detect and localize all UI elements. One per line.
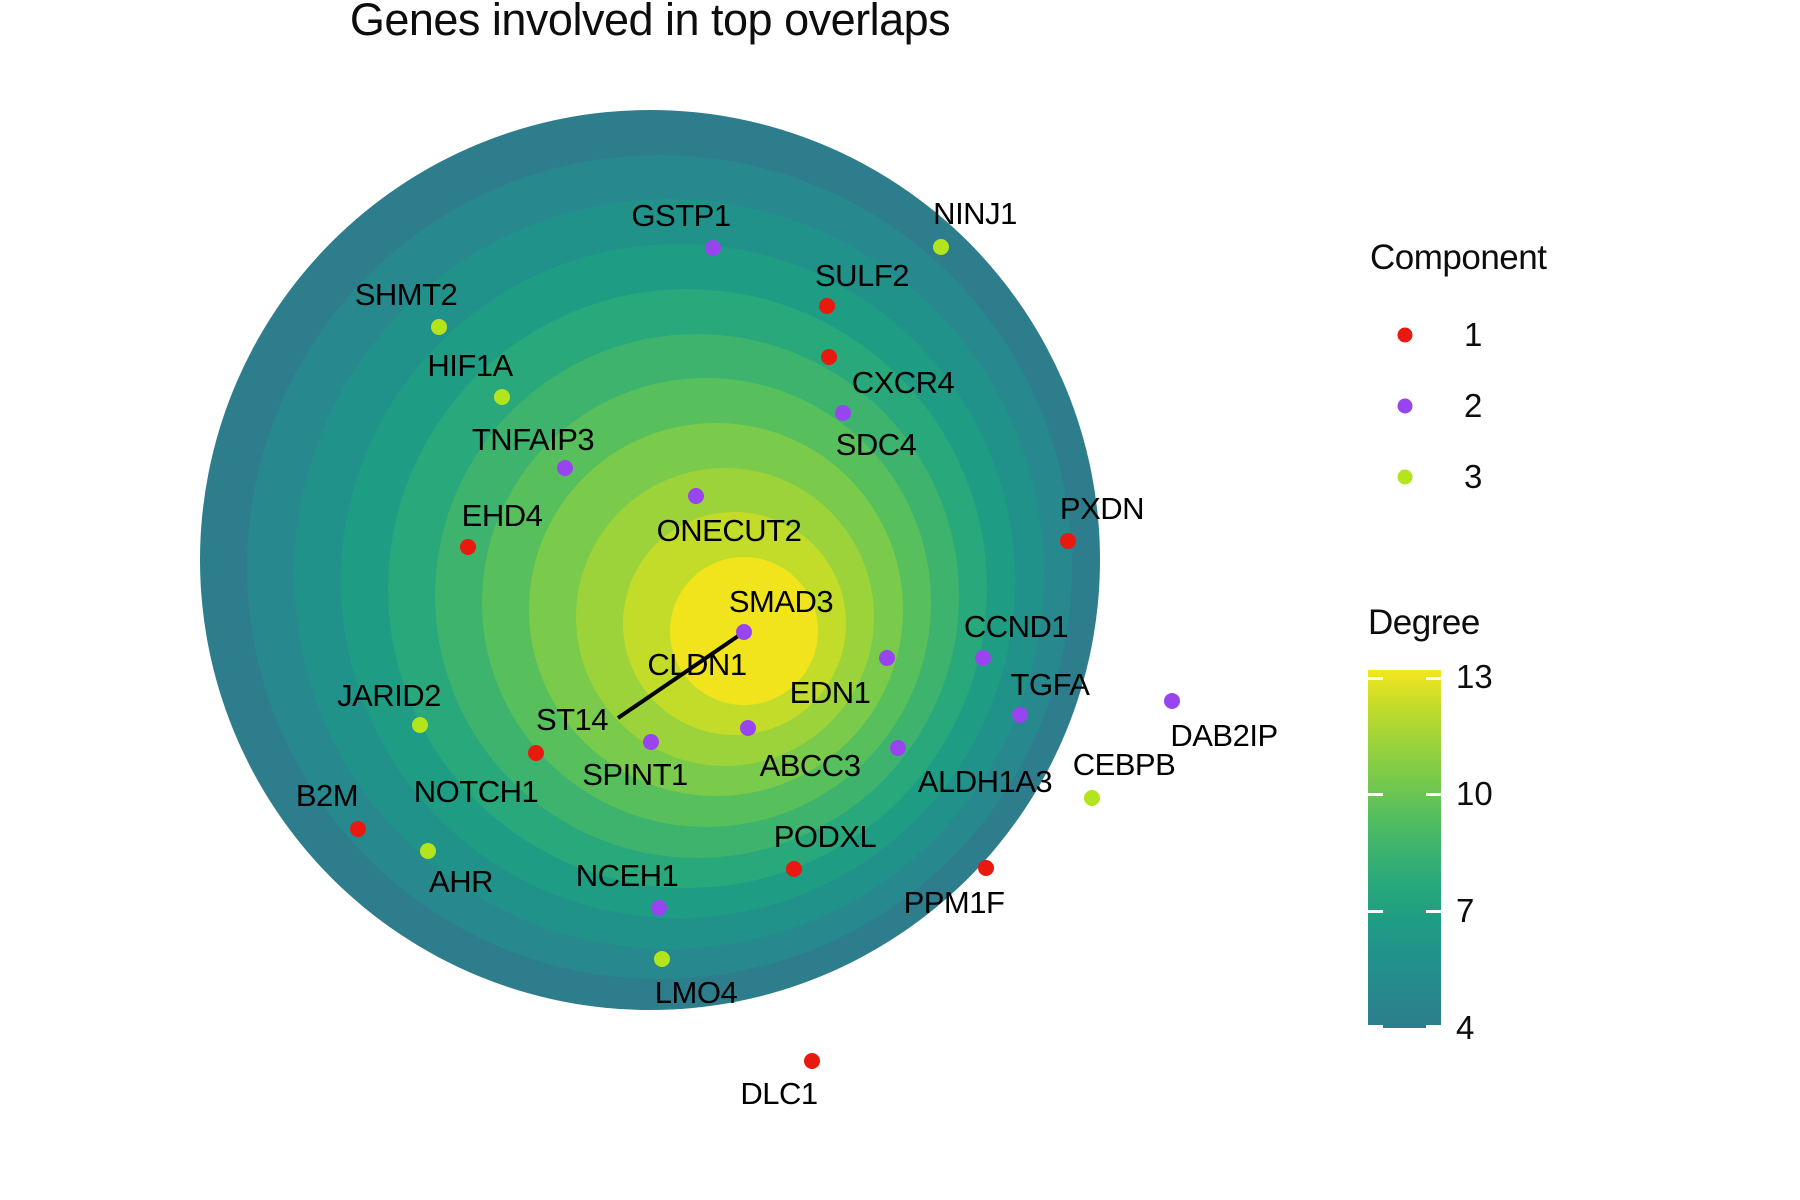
legend-component-dot-1 (1397, 327, 1413, 343)
gene-label-ONECUT2: ONECUT2 (656, 513, 802, 548)
gene-label-CCND1: CCND1 (963, 609, 1069, 644)
gene-dot-PXDN (1060, 533, 1076, 549)
degree-tick-mark-13-right (1426, 677, 1441, 680)
gene-label-PXDN: PXDN (1059, 491, 1145, 526)
gene-label-EDN1: EDN1 (789, 675, 871, 710)
gene-label-SULF2: SULF2 (815, 258, 909, 293)
degree-tick-label-4: 4 (1456, 1009, 1475, 1046)
legend-component-label-2: 2 (1464, 387, 1483, 424)
legend-component-title: Component (1370, 238, 1547, 277)
legend-degree-title: Degree (1368, 603, 1480, 642)
gene-dot-JARID2 (412, 717, 428, 733)
gene-label-TGFA: TGFA (1010, 667, 1090, 702)
legend-component-dot-2 (1397, 398, 1413, 414)
gene-label-NINJ1: NINJ1 (933, 196, 1017, 231)
gene-dot-CCND1 (975, 650, 991, 666)
gene-label-PPM1F: PPM1F (903, 885, 1005, 920)
gene-label-EHD4: EHD4 (461, 498, 543, 533)
legend-component-label-1: 1 (1464, 316, 1483, 353)
legend-component-dot-3 (1397, 469, 1413, 485)
gene-label-JARID2: JARID2 (337, 678, 441, 713)
gene-label-SDC4: SDC4 (835, 427, 917, 462)
degree-tick-label-13: 13 (1456, 658, 1493, 695)
gene-dot-NOTCH1 (528, 745, 544, 761)
chart-title: Genes involved in top overlaps (349, 0, 951, 45)
degree-tick-mark-13-left (1368, 677, 1383, 680)
gene-dot-NINJ1 (933, 239, 949, 255)
gene-dot-HIF1A (494, 389, 510, 405)
gene-dot-CEBPB (1084, 790, 1100, 806)
degree-tick-label-10: 10 (1456, 775, 1493, 812)
degree-tick-mark-7-right (1426, 910, 1441, 913)
gene-label-GSTP1: GSTP1 (631, 198, 731, 233)
gene-label-DAB2IP: DAB2IP (1170, 718, 1278, 753)
degree-tick-mark-7-left (1368, 910, 1383, 913)
degree-tick-mark-10-left (1368, 793, 1383, 796)
gene-dot-ONECUT2 (688, 488, 704, 504)
gene-dot-PODXL (786, 861, 802, 877)
gene-label-B2M: B2M (295, 778, 359, 813)
gene-label-SHMT2: SHMT2 (354, 277, 458, 312)
gene-label-PODXL: PODXL (773, 819, 877, 854)
degree-tick-mark-4-right (1426, 1025, 1441, 1028)
gene-dot-AHR (420, 843, 436, 859)
degree-tick-label-7: 7 (1456, 892, 1475, 929)
degree-tick-mark-10-right (1426, 793, 1441, 796)
gene-label-CLDN1: CLDN1 (647, 647, 747, 682)
gene-label-AHR: AHR (429, 864, 493, 899)
gene-label-NCEH1: NCEH1 (575, 858, 679, 893)
gene-dot-SHMT2 (431, 319, 447, 335)
gene-label-SPINT1: SPINT1 (582, 757, 688, 792)
degree-tick-mark-4-left (1368, 1025, 1383, 1028)
gene-label-HIF1A: HIF1A (427, 348, 513, 383)
gene-label-ST14: ST14 (535, 702, 609, 737)
gene-dot-SDC4 (835, 405, 851, 421)
degree-colorbar (1368, 670, 1441, 1028)
gene-dot-DLC1 (804, 1053, 820, 1069)
gene-label-DLC1: DLC1 (740, 1076, 818, 1111)
gene-dot-GSTP1 (705, 240, 721, 256)
gene-label-ABCC3: ABCC3 (759, 748, 861, 783)
gene-dot-NCEH1 (651, 900, 667, 916)
legend-component-label-3: 3 (1464, 458, 1483, 495)
gene-label-SMAD3: SMAD3 (728, 584, 834, 619)
gene-dot-SULF2 (819, 298, 835, 314)
gene-dot-TNFAIP3 (557, 460, 573, 476)
gene-dot-PPM1F (978, 860, 994, 876)
gene-label-LMO4: LMO4 (654, 975, 738, 1010)
gene-dot-ALDH1A3 (890, 740, 906, 756)
gene-dot-SPINT1 (643, 734, 659, 750)
gene-dot-TGFA (1012, 707, 1028, 723)
gene-label-TNFAIP3: TNFAIP3 (471, 422, 595, 457)
gene-dot-DAB2IP (1164, 693, 1180, 709)
gene-label-CEBPB: CEBPB (1072, 747, 1176, 782)
gene-dot-CXCR4 (821, 349, 837, 365)
gene-label-CXCR4: CXCR4 (851, 365, 955, 400)
gene-dot-EHD4 (460, 539, 476, 555)
gene-dot-B2M (350, 821, 366, 837)
gene-dot-ABCC3 (740, 720, 756, 736)
gene-dot-EDN1 (879, 650, 895, 666)
gene-dot-SMAD3 (736, 624, 752, 640)
gene-label-ALDH1A3: ALDH1A3 (917, 764, 1053, 799)
gene-label-NOTCH1: NOTCH1 (413, 774, 539, 809)
gene-dot-LMO4 (654, 951, 670, 967)
